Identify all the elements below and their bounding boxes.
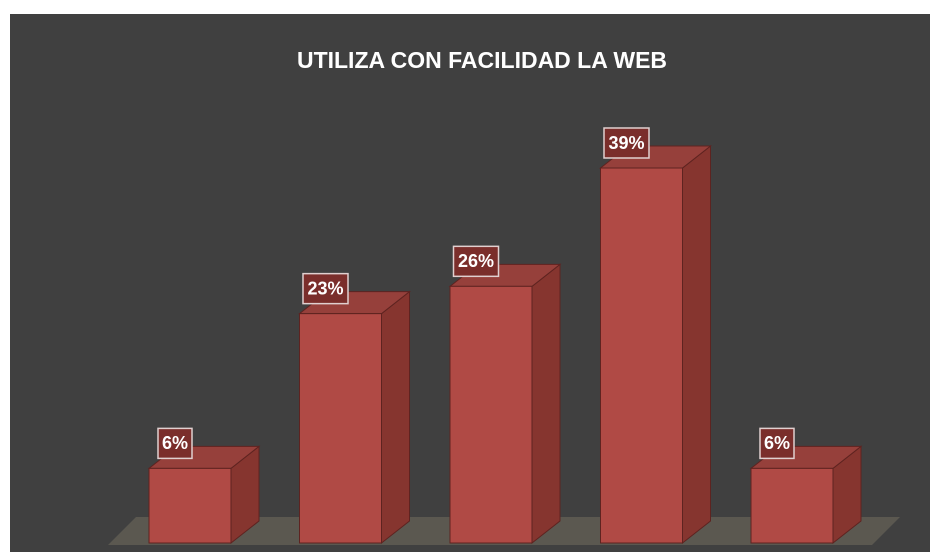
bar [599,144,712,545]
bar-front [299,313,382,544]
value-label: 39% [608,133,644,153]
value-label-box [302,272,349,305]
bar-side [531,263,561,545]
bar-front [600,167,683,544]
value-label-box [157,427,193,460]
bar [298,290,411,545]
bar [147,445,261,545]
bar [749,445,863,545]
value-label: 26% [458,251,494,271]
value-label: 6% [764,433,790,453]
value-label-box [603,127,650,159]
bar-front [449,285,533,544]
bar-front [750,467,834,544]
value-label-box [452,245,500,278]
bar-front [148,467,232,544]
value-label: 6% [162,433,188,453]
bar-side [381,290,410,545]
bar [448,263,562,545]
bar-side [682,144,711,545]
value-label: 23% [307,278,343,298]
value-label-box [759,427,795,460]
chart-title: UTILIZA CON FACILIDAD LA WEB [297,47,667,73]
